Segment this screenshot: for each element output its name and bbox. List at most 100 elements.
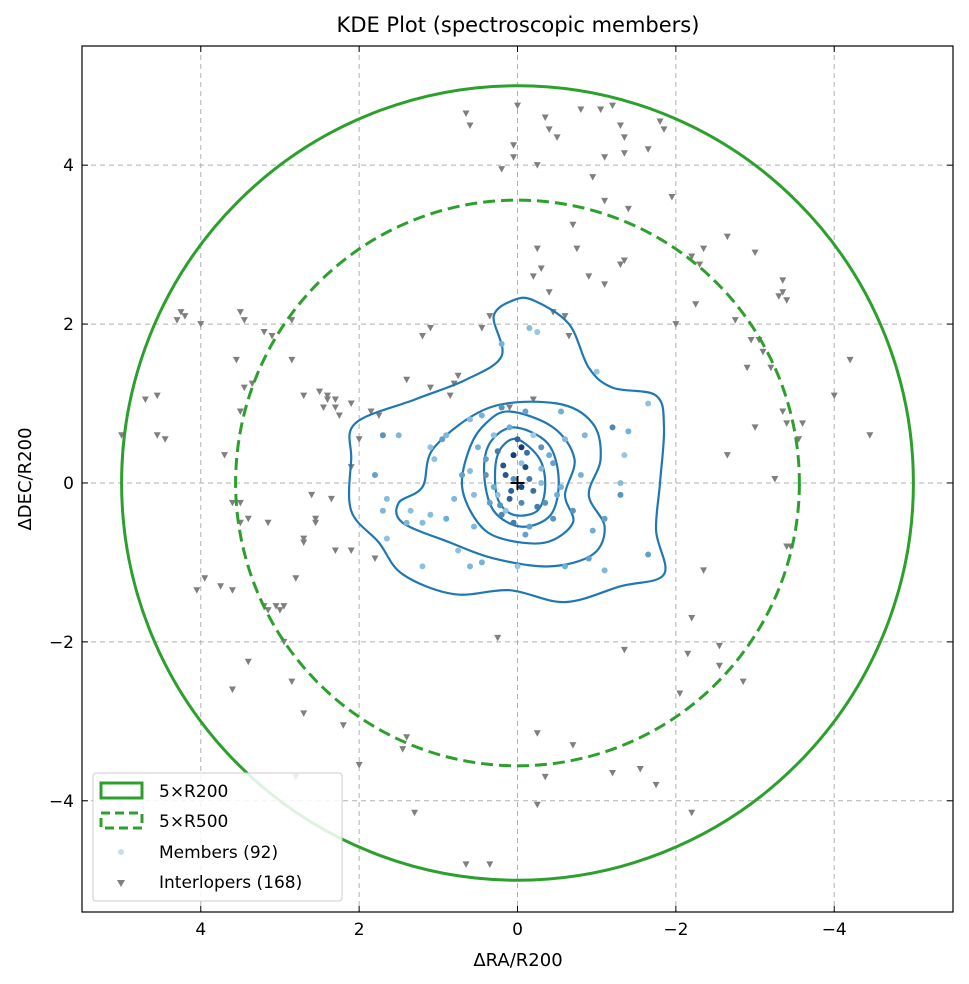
interloper-point (620, 150, 628, 157)
interloper-point (731, 317, 739, 324)
member-point (514, 563, 521, 570)
kde-contour (347, 296, 667, 604)
interloper-point (276, 607, 284, 614)
interloper-point (288, 678, 296, 686)
member-point (601, 515, 608, 522)
interloper-point (141, 396, 149, 404)
interloper-point (316, 388, 324, 396)
interloper-point (280, 603, 288, 610)
interloper-point (320, 404, 328, 411)
member-point (466, 468, 473, 475)
interloper-point (624, 205, 632, 213)
member-point (486, 499, 493, 506)
member-point (510, 476, 517, 482)
member-point (617, 479, 624, 486)
interloper-point (692, 301, 700, 308)
interloper-point (688, 253, 696, 261)
interloper-point (347, 547, 355, 555)
member-point (601, 567, 608, 574)
interloper-point (688, 809, 696, 817)
interloper-point (672, 321, 680, 328)
member-point (526, 523, 533, 530)
interloper-point (221, 452, 229, 459)
interloper-point (228, 587, 236, 594)
interloper-point (371, 555, 379, 562)
interloper-point (589, 174, 597, 181)
interloper-point (236, 499, 244, 507)
member-point (518, 499, 525, 506)
interloper-point (656, 118, 664, 125)
interloper-point (193, 587, 201, 594)
interloper-point (783, 420, 791, 427)
interloper-point (268, 332, 276, 340)
interloper-point (300, 535, 308, 543)
member-point (494, 491, 501, 498)
interloper-point (533, 245, 541, 253)
interloper-point (688, 615, 696, 622)
member-point (518, 483, 525, 490)
member-point (534, 503, 541, 510)
interloper-point (565, 332, 573, 340)
member-point (581, 432, 588, 439)
member-point (502, 472, 509, 479)
member-point (550, 515, 557, 522)
y-tick-label: −2 (49, 633, 74, 653)
member-point (621, 452, 628, 459)
interloper-point (759, 348, 767, 356)
interloper-point (327, 495, 335, 503)
legend-marker-members (118, 849, 124, 855)
interloper-point (561, 313, 569, 320)
legend-swatch-r200 (99, 781, 144, 800)
interloper-point (743, 364, 751, 372)
member-point (419, 519, 426, 526)
member-point (497, 502, 504, 509)
interloper-point (153, 432, 161, 439)
interloper-point (248, 380, 256, 388)
chart-title: KDE Plot (spectroscopic members) (337, 13, 700, 37)
member-point (530, 487, 537, 494)
member-point (538, 479, 545, 486)
member-point (514, 436, 521, 443)
x-tick-label: 4 (195, 920, 206, 940)
y-tick-label: 0 (63, 474, 74, 494)
member-point (558, 408, 565, 415)
interloper-point (866, 432, 874, 439)
interloper-point (323, 396, 331, 404)
member-point (379, 432, 386, 439)
member-point (522, 408, 529, 415)
interloper-point (597, 106, 605, 114)
interloper-point (676, 690, 684, 698)
member-point (558, 483, 565, 490)
y-tick-label: 4 (63, 156, 74, 176)
legend-label-r200: 5×R200 (159, 782, 228, 802)
interloper-point (217, 583, 225, 590)
interloper-point (260, 329, 268, 336)
interloper-point (288, 317, 296, 324)
member-point (542, 499, 549, 506)
member-point (403, 519, 410, 526)
interloper-point (668, 193, 676, 201)
member-point (554, 491, 561, 498)
interloper-point (312, 515, 320, 523)
interloper-point (751, 249, 759, 257)
interloper-point (426, 384, 434, 392)
member-point (506, 424, 513, 431)
interloper-point (553, 134, 561, 141)
interloper-point (312, 519, 320, 527)
interloper-point (331, 404, 339, 411)
interloper-point (747, 336, 755, 344)
interloper-point (486, 861, 494, 868)
member-point (589, 527, 596, 534)
interloper-point (771, 476, 779, 483)
member-point (470, 523, 477, 530)
interloper-point (660, 126, 668, 133)
member-point (518, 444, 525, 451)
interloper-point (367, 408, 375, 415)
member-point (645, 551, 652, 558)
member-point (482, 456, 489, 463)
member-point (419, 563, 426, 570)
interloper-point (573, 245, 581, 253)
legend-marker-interlopers (117, 880, 125, 887)
interloper-point (335, 412, 343, 419)
member-point (526, 325, 533, 332)
